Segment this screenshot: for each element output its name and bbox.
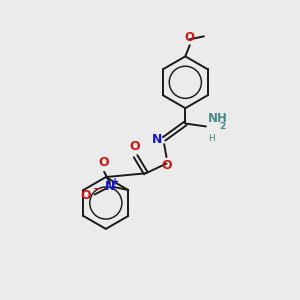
Text: 2: 2 (219, 122, 225, 130)
Text: −: − (92, 184, 102, 194)
Text: H: H (208, 134, 215, 143)
Text: O: O (161, 158, 172, 172)
Text: +: + (111, 177, 119, 187)
Text: O: O (80, 189, 91, 202)
Text: O: O (129, 140, 140, 153)
Text: N: N (152, 134, 163, 146)
Text: O: O (185, 31, 195, 44)
Text: NH: NH (207, 112, 227, 125)
Text: O: O (98, 156, 109, 170)
Text: N: N (105, 180, 115, 193)
